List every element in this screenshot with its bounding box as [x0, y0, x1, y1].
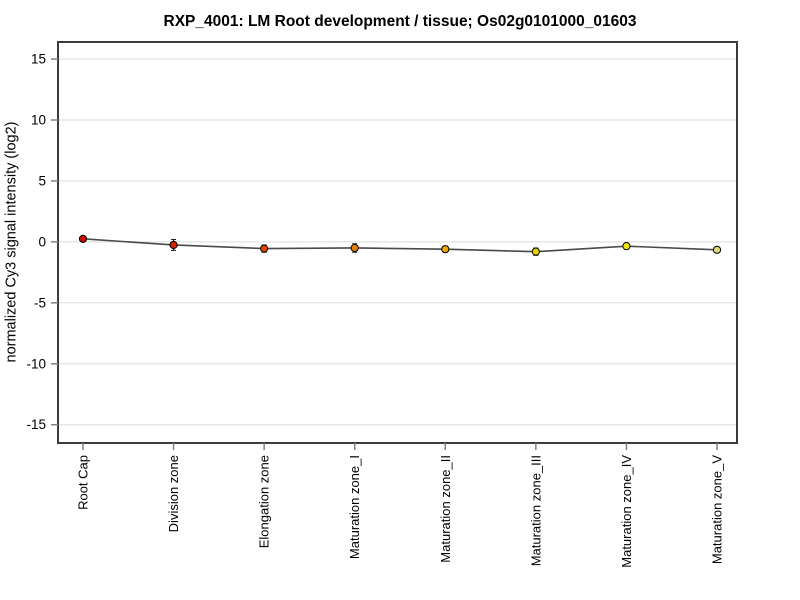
chart-title: RXP_4001: LM Root development / tissue; … [163, 13, 637, 30]
data-point [169, 240, 178, 250]
data-point [78, 234, 88, 243]
series-line [82, 238, 718, 253]
x-tick-label: Maturation zone_II [438, 455, 453, 563]
data-points [78, 234, 722, 256]
data-point [622, 242, 631, 251]
y-tick-label: 15 [31, 52, 46, 67]
y-tick-label: -5 [34, 295, 46, 310]
x-tick-label: Root Cap [76, 455, 91, 510]
y-tick-label: 0 [38, 234, 46, 249]
x-tick-label: Maturation zone_IV [619, 455, 634, 568]
x-tick-label: Division zone [166, 455, 181, 532]
y-tick-label: -10 [26, 356, 46, 371]
data-point [712, 245, 722, 254]
data-point [441, 245, 450, 254]
y-tick-label: 5 [38, 173, 46, 188]
x-tick-label: Maturation zone_V [710, 455, 725, 564]
y-tick-label: -15 [26, 417, 46, 432]
x-tick-label: Maturation zone_I [347, 455, 362, 559]
data-point [531, 247, 540, 256]
y-axis: -15 -10 -5 0 5 10 15 [26, 52, 58, 432]
x-tick-label: Elongation zone [257, 455, 272, 548]
gridlines [58, 58, 737, 426]
data-point [260, 244, 269, 253]
data-point [350, 243, 359, 253]
plot-frame [57, 41, 738, 444]
x-tick-label: Maturation zone_III [528, 455, 543, 566]
y-tick-label: 10 [31, 113, 46, 128]
x-axis: Root Cap Division zone Elongation zone Matu… [76, 443, 725, 568]
